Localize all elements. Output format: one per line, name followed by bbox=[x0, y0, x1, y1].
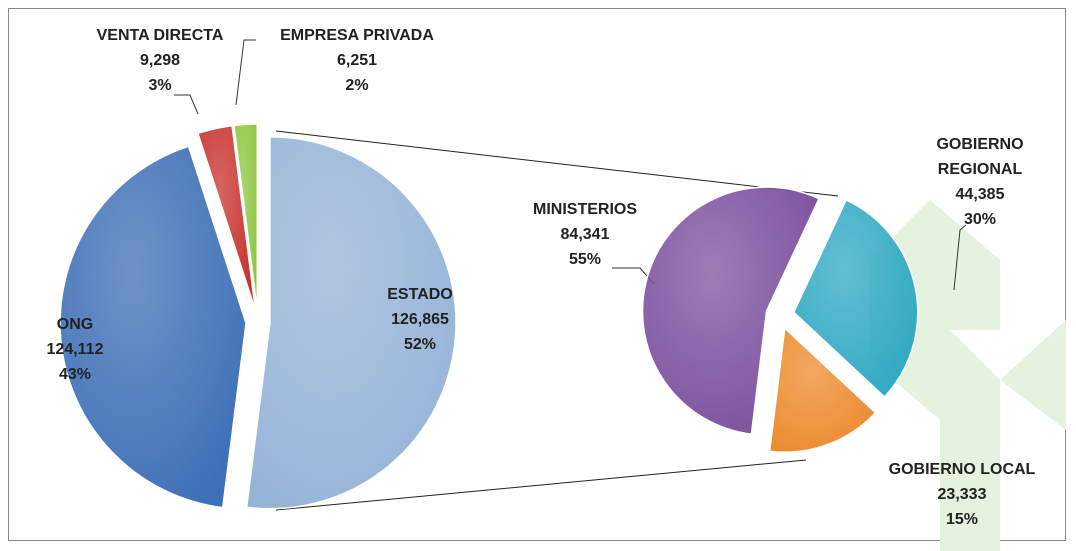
connector-top bbox=[275, 130, 839, 197]
category-label: ESTADO bbox=[387, 286, 453, 303]
pie-slice bbox=[768, 326, 877, 453]
category-label: VENTA DIRECTA bbox=[96, 27, 224, 44]
value-label: 6,251 bbox=[336, 52, 378, 69]
pie-slice bbox=[59, 145, 247, 509]
category-label: GOBIERNO LOCAL bbox=[888, 461, 1036, 478]
value-label: 23,333 bbox=[937, 486, 987, 503]
percent-label: 2% bbox=[345, 77, 369, 94]
value-label: 126,865 bbox=[391, 311, 449, 328]
percent-label: 52% bbox=[403, 336, 437, 353]
category-label: GOBIERNO REGIONAL bbox=[936, 136, 1024, 178]
value-label: 124,112 bbox=[46, 341, 104, 358]
value-label: 44,385 bbox=[955, 186, 1005, 203]
category-label: ONG bbox=[56, 316, 94, 333]
data-label: MINISTERIOS 84,341 55% bbox=[533, 197, 637, 272]
pie-slice bbox=[233, 123, 258, 311]
chart-frame bbox=[8, 8, 1066, 541]
pie-slice bbox=[792, 198, 919, 398]
data-label: GOBIERNO REGIONAL 44,385 30% bbox=[925, 132, 1035, 232]
leader-venta bbox=[174, 94, 199, 115]
data-label: ESTADO 126,865 52% bbox=[387, 282, 452, 357]
percent-label: 55% bbox=[568, 251, 602, 268]
value-label: 84,341 bbox=[560, 226, 610, 243]
category-label: EMPRESA PRIVADA bbox=[280, 27, 434, 44]
percent-label: 15% bbox=[945, 511, 979, 528]
pie-slice bbox=[245, 136, 457, 510]
category-label: MINISTERIOS bbox=[532, 201, 638, 218]
data-label: GOBIERNO LOCAL 23,333 15% bbox=[889, 457, 1036, 532]
leader-regional bbox=[953, 224, 967, 291]
percent-label: 43% bbox=[58, 366, 92, 383]
connector-bottom bbox=[275, 459, 807, 511]
leader-empresa bbox=[235, 39, 256, 106]
percent-label: 30% bbox=[963, 211, 997, 228]
pie-slice bbox=[641, 186, 820, 436]
data-label: EMPRESA PRIVADA 6,251 2% bbox=[280, 23, 434, 98]
data-label: ONG 124,112 43% bbox=[47, 312, 104, 387]
data-label: VENTA DIRECTA 9,298 3% bbox=[97, 23, 224, 98]
value-label: 9,298 bbox=[139, 52, 181, 69]
pie-slice bbox=[196, 124, 257, 311]
connector-lines bbox=[275, 130, 839, 511]
percent-label: 3% bbox=[148, 77, 172, 94]
